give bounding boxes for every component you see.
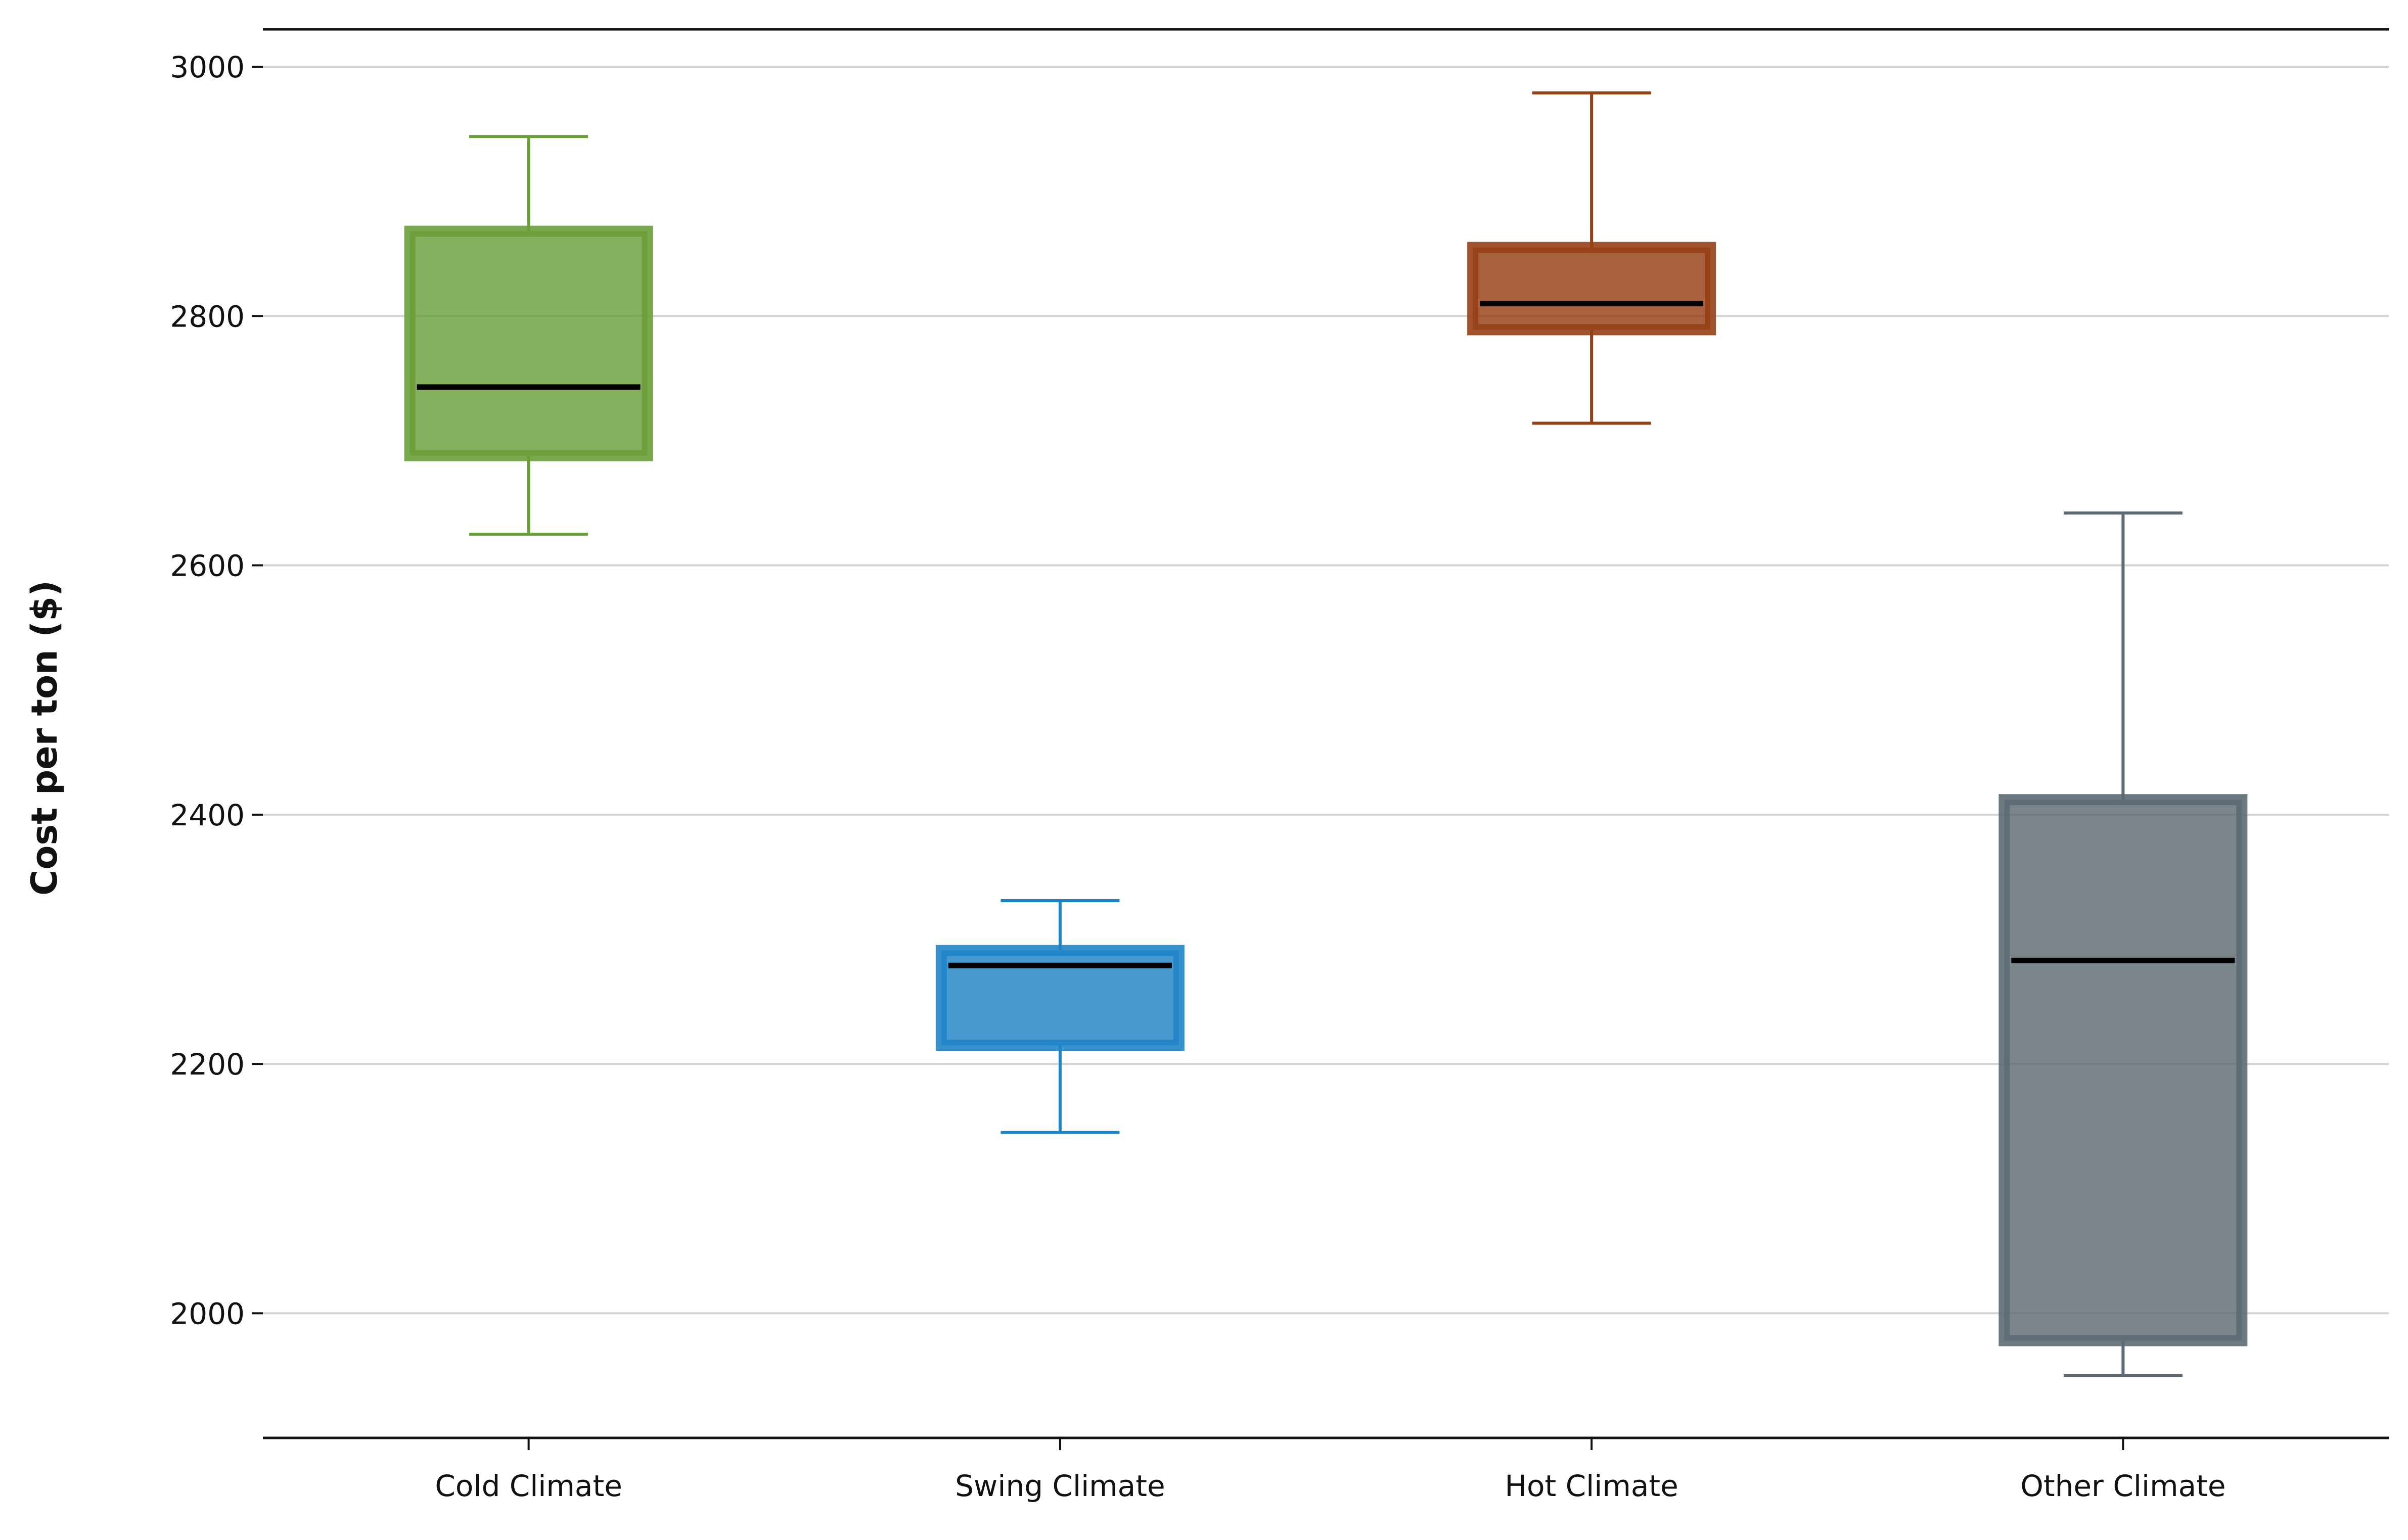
y-tick-label-2000: 2000 bbox=[170, 1296, 245, 1331]
box-body bbox=[1467, 242, 1716, 336]
y-axis-label: Cost per ton ($) bbox=[24, 580, 65, 896]
box-body bbox=[1998, 794, 2248, 1346]
y-tick-label-2800: 2800 bbox=[170, 299, 245, 334]
boxes bbox=[404, 91, 2248, 1377]
y-tick-label-3000: 3000 bbox=[170, 50, 245, 84]
box-hot-climate bbox=[1467, 91, 1716, 425]
y-tick-label-2600: 2600 bbox=[170, 549, 245, 583]
tick-labels: 2000 2200 2400 2600 2800 3000 Cold Climate Swin… bbox=[170, 50, 2225, 1503]
y-tick-label-2200: 2200 bbox=[170, 1047, 245, 1082]
x-tick-label-0: Cold Climate bbox=[435, 1469, 622, 1503]
box-cold-climate bbox=[404, 135, 653, 536]
x-tick-label-1: Swing Climate bbox=[955, 1469, 1165, 1503]
box-body bbox=[404, 225, 653, 461]
x-tick-label-3: Other Climate bbox=[2020, 1469, 2225, 1503]
box-swing-climate bbox=[935, 899, 1185, 1134]
box-other-climate bbox=[1998, 511, 2248, 1377]
y-tick-label-2400: 2400 bbox=[170, 798, 245, 832]
axes bbox=[252, 28, 2389, 1450]
x-tick-label-2: Hot Climate bbox=[1505, 1469, 1678, 1503]
